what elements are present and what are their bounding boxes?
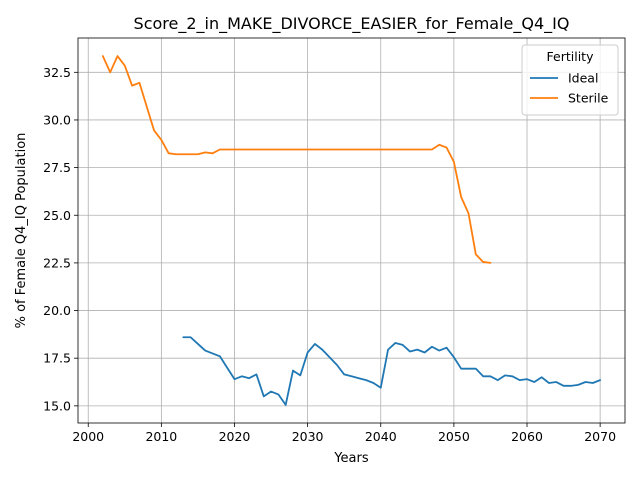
y-tick-label: 32.5 <box>43 65 71 80</box>
x-tick-label: 2000 <box>72 429 104 444</box>
legend-label-ideal: Ideal <box>568 71 598 86</box>
chart-title: Score_2_in_MAKE_DIVORCE_EASIER_for_Femal… <box>134 14 570 34</box>
series-line-ideal <box>182 336 602 406</box>
y-tick-label: 30.0 <box>43 112 71 127</box>
x-tick-label: 2020 <box>219 429 251 444</box>
y-tick-label: 22.5 <box>43 255 71 270</box>
plot-frame <box>77 37 626 424</box>
x-axis-label: Years <box>333 451 369 466</box>
x-tick-label: 2010 <box>145 429 177 444</box>
x-axis-ticks: 2000 2010 2020 2030 2040 2050 2060 2070 <box>72 423 616 444</box>
y-tick-label: 20.0 <box>43 303 71 318</box>
x-tick-label: 2070 <box>584 429 616 444</box>
series-line-sterile <box>101 55 492 264</box>
y-tick-label: 15.0 <box>43 398 71 413</box>
y-tick-label: 17.5 <box>43 351 71 366</box>
y-axis-ticks: 15.0 17.5 20.0 22.5 25.0 27.5 30.0 32.5 <box>43 65 78 413</box>
y-tick-label: 27.5 <box>43 160 71 175</box>
series-lines <box>101 55 602 406</box>
legend-label-sterile: Sterile <box>568 91 609 106</box>
x-tick-label: 2040 <box>365 429 397 444</box>
x-tick-label: 2030 <box>292 429 324 444</box>
x-tick-label: 2060 <box>511 429 543 444</box>
y-tick-label: 25.0 <box>43 208 71 223</box>
y-axis-label: % of Female Q4_IQ Population <box>14 133 29 329</box>
legend-title: Fertility <box>547 49 595 64</box>
legend: Fertility Ideal Sterile <box>521 44 619 116</box>
x-tick-label: 2050 <box>438 429 470 444</box>
